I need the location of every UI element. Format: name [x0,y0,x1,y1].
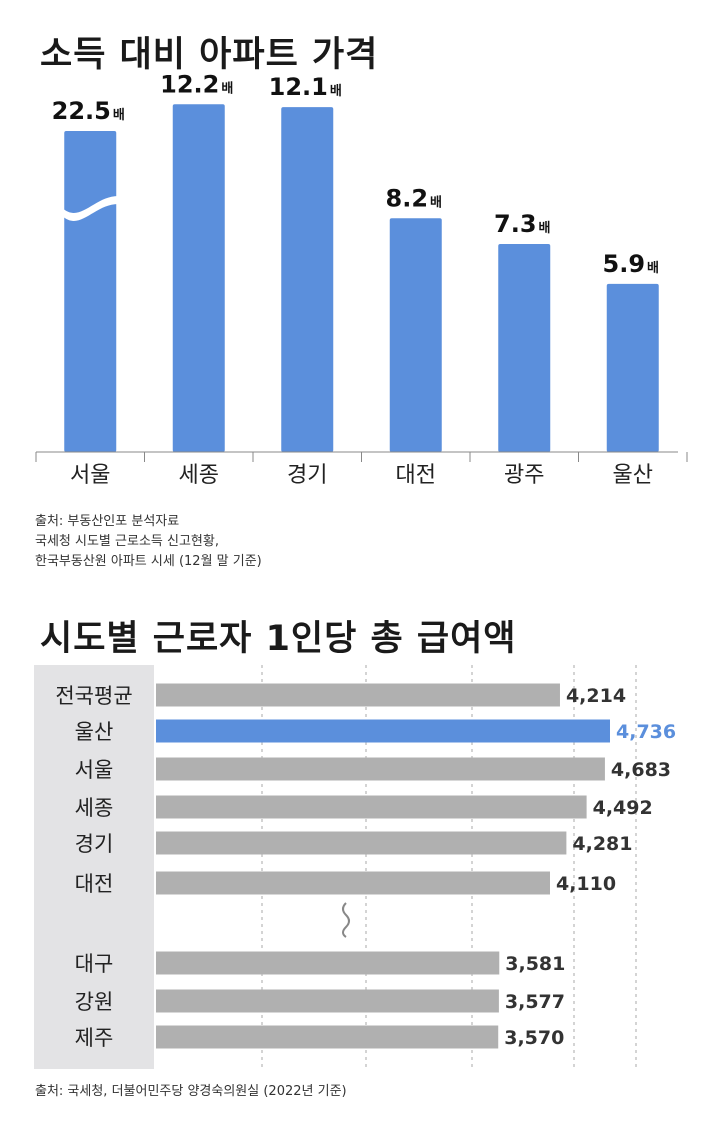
chart1-plot: 22.5 배서울 12.2 배세종 12.1 배경기 8.2 배대전 7.3 배광주 5.9 배울산 [35,70,688,488]
chart2-value-label: 4,736 [616,721,676,743]
chart1-bar-item-2 [281,107,334,453]
chart1-bar-item-0 [64,131,117,452]
chart2-bar-item-1 [156,719,610,743]
chart1-bar-item-3 [389,218,442,452]
chart2-value-label: 3,581 [505,953,565,975]
chart1-bar-item-4 [498,243,551,452]
chart2-value-label: 3,577 [505,991,565,1013]
chart1-source: 출처: 부동산인포 분석자료 국세청 시도별 근로소득 신고현황, 한국부동산원… [35,512,262,572]
chart2-category-label: 강원 [75,990,114,1014]
chart1-bar-item-5 [606,283,659,452]
chart2-bar-item-5 [156,871,550,895]
chart1-value-label: 12.1 배 [269,73,342,101]
chart1-category-label: 세종 [179,463,219,488]
chart2-source-line: 출처: 국세청, 더불어민주당 양경숙의원실 (2022년 기준) [35,1084,347,1099]
chart1-source-line: 출처: 부동산인포 분석자료 [35,514,180,529]
chart2-value-label: 4,281 [572,833,632,855]
chart2-value-label: 4,214 [566,685,626,707]
chart2-category-label: 대전 [75,872,114,896]
chart2-category-label: 세종 [75,796,114,820]
chart1-value-label: 7.3 배 [494,210,550,238]
chart2-category-label: 전국평균 [55,684,132,708]
chart2-bar-item-2 [156,757,605,781]
chart2-bar-item-8 [156,1025,499,1049]
chart2-category-label: 대구 [75,952,114,976]
chart2-bar-item-0 [156,683,560,707]
chart1-category-label: 경기 [287,463,327,488]
chart1-bar-item-1 [172,104,225,453]
axis-break-squiggle [342,902,350,938]
chart1-value-label: 5.9 배 [603,250,659,278]
chart2-category-label: 제주 [75,1026,114,1050]
chart1-category-label: 광주 [504,463,544,488]
chart2-category-label: 경기 [75,832,114,856]
chart2-title: 시도별 근로자 1인당 총 급여액 [40,619,517,659]
chart2-source: 출처: 국세청, 더불어민주당 양경숙의원실 (2022년 기준) [35,1082,347,1102]
chart1-category-label: 서울 [70,463,110,488]
chart1-value-label: 8.2 배 [386,184,442,212]
chart1-axis-break [62,196,119,221]
chart1-category-label: 울산 [613,463,653,488]
chart2-category-label: 서울 [75,758,114,782]
chart1-title: 소득 대비 아파트 가격 [40,35,379,75]
chart2-category-label: 울산 [75,720,114,744]
chart1-value-label: 12.2 배 [160,70,233,98]
chart2-bar-item-3 [156,795,587,819]
chart1-category-label: 대전 [396,463,436,488]
chart2-bar-item-6 [156,951,500,975]
chart1-value-label: 22.5 배 [52,97,125,125]
chart1-source-line: 국세청 시도별 근로소득 신고현황, [35,534,219,549]
chart2-value-label: 3,570 [504,1027,564,1049]
chart2-bar-item-7 [156,989,499,1013]
chart2-value-label: 4,110 [556,873,616,895]
chart2-value-label: 4,492 [593,797,653,819]
chart1-source-line: 한국부동산원 아파트 시세 (12월 말 기준) [35,554,262,569]
chart2-bar-item-4 [156,831,567,855]
chart2-label-panel [34,665,154,1069]
chart2-value-label: 4,683 [611,759,671,781]
